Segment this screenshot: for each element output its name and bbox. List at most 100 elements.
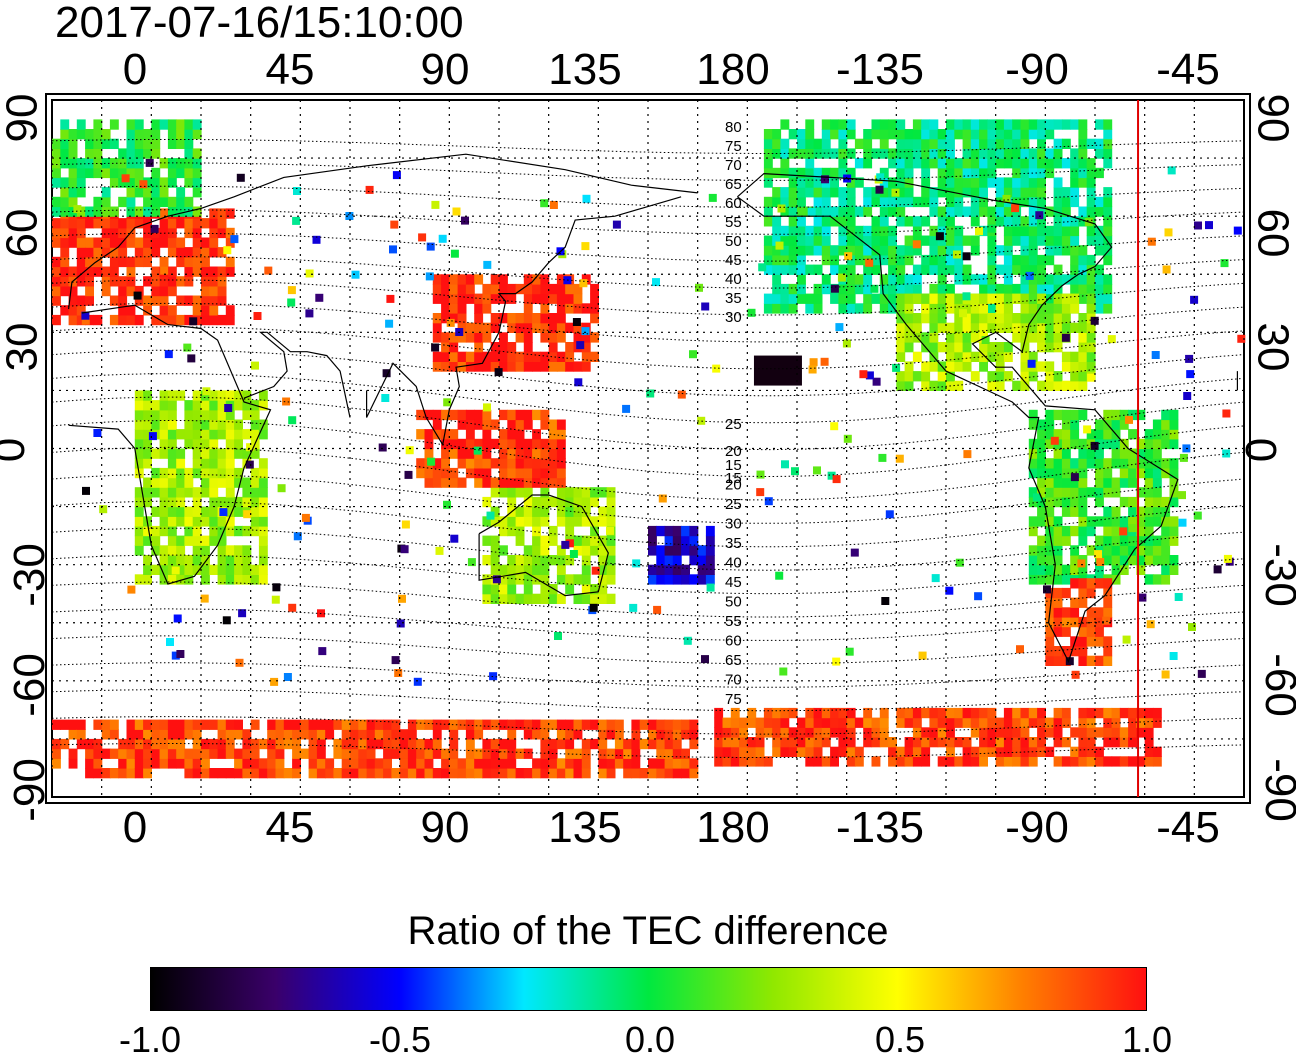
tec-cell (192, 564, 202, 575)
tec-cell (532, 274, 541, 285)
tec-cell (581, 545, 591, 556)
contour-label: 20 (725, 443, 742, 460)
tec-cell (184, 119, 194, 130)
tec-cell (970, 148, 980, 159)
tec-cell (979, 274, 988, 285)
tec-cell (225, 545, 235, 556)
tec-cell (821, 175, 829, 184)
tec-cell (159, 276, 169, 287)
tec-cell (962, 737, 972, 748)
tec-cell (1037, 429, 1046, 440)
tec-cell (1095, 564, 1104, 575)
tec-cell (85, 148, 94, 159)
tec-cell (648, 574, 657, 585)
tec-cell (664, 758, 674, 769)
tec-cell (1136, 564, 1146, 575)
tec-cell (60, 218, 70, 229)
tec-cell (921, 177, 931, 188)
tec-cell (1061, 438, 1071, 450)
tec-cell (490, 419, 500, 430)
tec-cell (184, 467, 194, 479)
tec-cell (305, 309, 314, 318)
tec-cell (970, 707, 980, 719)
tec-cell (912, 245, 922, 256)
tec-cell (1061, 322, 1071, 333)
tec-cell (432, 719, 442, 730)
tec-cell (556, 564, 566, 575)
tec-cell (1028, 245, 1038, 256)
tec-cell (167, 458, 177, 469)
tec-cell (93, 138, 103, 149)
tec-cell (1070, 196, 1080, 208)
tec-cell (242, 768, 252, 779)
tec-cell (979, 313, 988, 324)
tec-cell (192, 768, 202, 779)
tec-cell (1037, 419, 1046, 430)
right-lat-tick: 90 (1248, 93, 1296, 143)
tec-cell (946, 283, 955, 295)
tec-cell (1003, 351, 1013, 362)
tec-cell (217, 218, 227, 229)
tec-cell (1078, 371, 1088, 382)
tec-cell (1070, 578, 1080, 589)
tec-cell (556, 458, 566, 469)
tec-cell (159, 237, 169, 248)
tec-cell (1045, 429, 1055, 440)
tec-cell (970, 293, 980, 304)
tec-cell (929, 138, 939, 149)
tec-cell (167, 119, 177, 130)
tec-cell (623, 748, 633, 759)
tec-cell (143, 187, 152, 198)
tec-cell (383, 748, 392, 759)
tec-cell (457, 438, 467, 450)
tec-cell (912, 129, 922, 140)
tec-cell (250, 477, 260, 488)
tec-cell (52, 748, 61, 759)
tec-cell (499, 719, 508, 730)
tec-cell (1020, 707, 1030, 719)
tec-cell (250, 738, 260, 750)
tec-cell (143, 555, 152, 566)
tec-cell (143, 564, 152, 575)
tec-cell (763, 245, 773, 256)
tec-cell (1028, 409, 1038, 421)
tec-cell (341, 719, 351, 730)
tec-cell (192, 448, 202, 459)
tec-cell (1028, 419, 1038, 430)
tec-cell (499, 525, 508, 537)
tec-cell (598, 516, 608, 527)
tec-cell (101, 206, 111, 217)
tec-cell (1053, 148, 1063, 159)
tec-cell (548, 293, 558, 304)
tec-cell (121, 174, 130, 183)
bottom-lon-tick: 90 (420, 803, 470, 852)
tec-cell (1128, 516, 1137, 527)
tec-cell (1103, 555, 1113, 566)
tec-cell (499, 438, 508, 450)
tec-cell (151, 196, 161, 208)
tec-cell (772, 293, 782, 304)
top-lon-tick: 180 (696, 45, 770, 94)
tec-cell (225, 305, 235, 316)
tec-cell (631, 758, 641, 769)
tec-cell (1086, 351, 1096, 362)
tec-cell (606, 526, 614, 535)
tec-cell (350, 758, 359, 769)
tec-cell (482, 496, 492, 508)
tec-cell (838, 303, 848, 314)
tec-cell (540, 332, 550, 343)
tec-cell (1188, 623, 1196, 631)
tec-cell (540, 487, 550, 498)
tec-cell (1028, 458, 1038, 469)
tec-cell (598, 487, 608, 498)
tec-cell (134, 177, 144, 188)
tec-cell (1053, 303, 1063, 314)
tec-cell (292, 738, 301, 750)
tec-cell (1078, 380, 1088, 391)
tec-cell (1012, 225, 1022, 237)
tec-cell (482, 332, 492, 343)
tec-cell (1061, 496, 1071, 508)
tec-cell (987, 119, 997, 130)
tec-cell (995, 380, 1005, 391)
tec-cell (101, 167, 111, 179)
